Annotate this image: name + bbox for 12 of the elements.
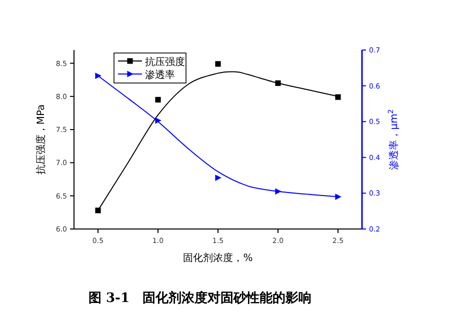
- point: [215, 61, 221, 67]
- x-axis-title: 固化剂浓度，%: [183, 252, 253, 264]
- y-axis-title: 抗压强度，MPa: [35, 104, 47, 175]
- point: [335, 194, 342, 200]
- point: [95, 208, 101, 214]
- legend-label: 抗压强度: [145, 56, 185, 68]
- point: [215, 174, 222, 182]
- point: [155, 96, 161, 103]
- text: 图 3-1 固化剂浓度对固砂性能的影响: [88, 290, 312, 306]
- point: [95, 72, 102, 79]
- point: [335, 94, 341, 100]
- legend-label: 渗透率: [145, 69, 175, 81]
